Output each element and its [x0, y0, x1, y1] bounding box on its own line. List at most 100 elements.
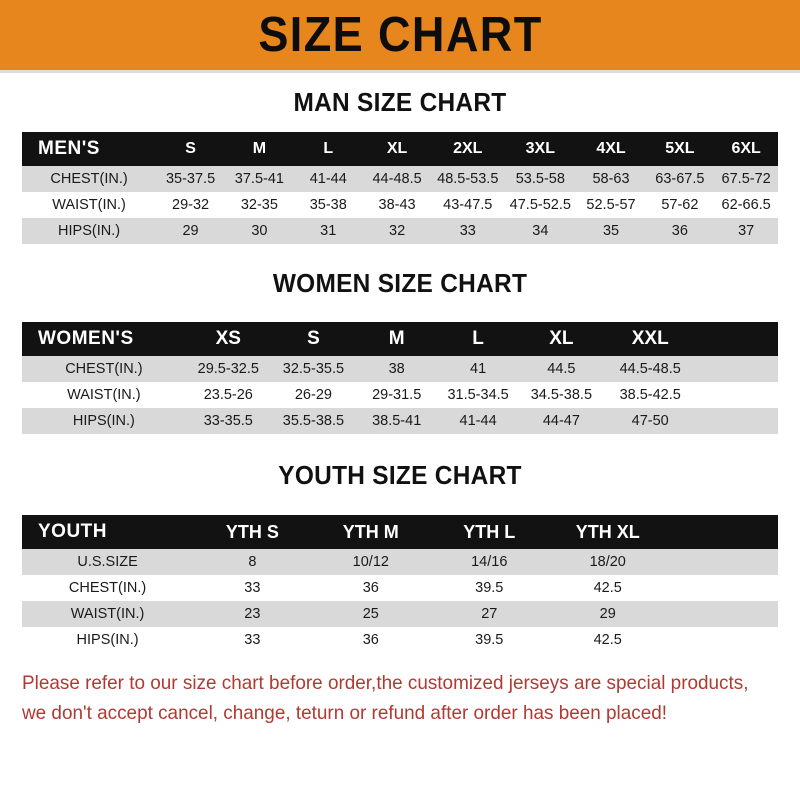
footer-disclaimer: Please refer to our size chart before or… [22, 669, 755, 728]
table-cell: 38 [388, 361, 405, 377]
table-cell: 18/20 [589, 554, 626, 570]
table-cell: 37 [738, 223, 755, 239]
table-cell: 33 [244, 580, 261, 596]
men-header-5xl: 5XL [665, 140, 695, 157]
table-cell: 38.5-41 [372, 413, 422, 429]
table-row: CHEST(IN.) 35-37.5 37.5-41 41-44 44-48.5… [22, 166, 778, 192]
table-cell: 37.5-41 [234, 171, 284, 187]
table-cell: 39.5 [475, 580, 504, 596]
table-cell: 58-63 [592, 171, 630, 187]
men-header-m: M [252, 140, 267, 157]
table-cell: 41-44 [459, 413, 497, 429]
men-header-3xl: 3XL [525, 140, 555, 157]
table-cell: 52.5-57 [586, 197, 636, 213]
youth-chart-wrap: YOUTH YTH S YTH M YTH L YTH XL U.S.SIZE … [22, 515, 778, 653]
youth-row-label-us-size: U.S.SIZE [77, 554, 138, 570]
men-header-xl: XL [386, 140, 408, 157]
table-cell: 39.5 [475, 632, 504, 648]
table-cell: 63-67.5 [655, 171, 705, 187]
table-header-row: YOUTH YTH S YTH M YTH L YTH XL [22, 515, 778, 549]
men-header-2xl: 2XL [453, 140, 483, 157]
women-header-l: L [472, 328, 484, 349]
men-header-s: S [185, 140, 196, 157]
women-header-m: M [388, 328, 405, 349]
men-header-label: MEN'S [38, 138, 100, 159]
women-row-label-waist: WAIST(IN.) [67, 387, 141, 403]
table-cell: 41-44 [309, 171, 347, 187]
table-cell: 53.5-58 [515, 171, 565, 187]
women-chart-wrap: WOMEN'S XS S M L XL XXL CHEST(IN.) 29.5-… [22, 322, 778, 434]
table-row: HIPS(IN.) 33-35.5 35.5-38.5 38.5-41 41-4… [22, 408, 778, 434]
table-cell: 36 [362, 580, 379, 596]
youth-table-head: YOUTH YTH S YTH M YTH L YTH XL [22, 515, 778, 549]
table-cell: 35 [602, 223, 620, 239]
table-cell: 33-35.5 [203, 413, 253, 429]
youth-row-label-hips: HIPS(IN.) [76, 632, 139, 648]
table-cell: 44-47 [542, 413, 580, 429]
table-header-row: MEN'S S M L XL 2XL 3XL 4XL 5XL 6XL [22, 132, 778, 166]
banner-divider [0, 70, 800, 73]
table-cell: 31 [320, 223, 337, 239]
youth-row-label-chest: CHEST(IN.) [68, 580, 147, 596]
table-cell: 36 [362, 632, 379, 648]
youth-header-label: YOUTH [38, 521, 107, 542]
women-row-label-chest: CHEST(IN.) [65, 361, 143, 377]
youth-header-yth-xl: YTH XL [575, 521, 640, 542]
table-cell: 29-31.5 [372, 387, 422, 403]
women-header-s: S [307, 328, 320, 349]
table-cell: 27 [481, 606, 498, 622]
women-header-xxl: XXL [631, 328, 669, 349]
table-cell: 43-47.5 [443, 197, 493, 213]
men-table-body: CHEST(IN.) 35-37.5 37.5-41 41-44 44-48.5… [22, 166, 778, 244]
table-cell: 42.5 [593, 632, 622, 648]
table-row: WAIST(IN.) 29-32 32-35 35-38 38-43 43-47… [22, 192, 778, 218]
men-header-l: L [323, 140, 334, 157]
table-cell: 44.5 [547, 361, 576, 377]
women-header-xl: XL [549, 328, 574, 349]
table-cell: 57-62 [661, 197, 699, 213]
men-header-4xl: 4XL [596, 140, 626, 157]
table-cell: 8 [248, 554, 257, 570]
table-cell: 35-37.5 [165, 171, 216, 187]
table-cell: 26-29 [294, 387, 332, 403]
table-row: CHEST(IN.) 29.5-32.5 32.5-35.5 38 41 44.… [22, 356, 778, 382]
women-row-label-hips: HIPS(IN.) [72, 413, 135, 429]
youth-header-yth-s: YTH S [225, 521, 279, 542]
men-section-title: MAN SIZE CHART [293, 87, 507, 117]
table-row: HIPS(IN.) 29 30 31 32 33 34 35 36 37 [22, 218, 778, 244]
footer-line-1: Please refer to our size chart before or… [22, 672, 749, 694]
women-header-label: WOMEN'S [38, 328, 134, 349]
table-row: WAIST(IN.) 23.5-26 26-29 29-31.5 31.5-34… [22, 382, 778, 408]
table-cell: 32-35 [240, 197, 278, 213]
table-cell: 32.5-35.5 [282, 361, 345, 377]
table-cell: 29 [599, 606, 616, 622]
table-cell: 32 [389, 223, 406, 239]
table-cell: 38-43 [378, 197, 416, 213]
table-cell: 35.5-38.5 [282, 413, 345, 429]
table-cell: 31.5-34.5 [447, 387, 509, 403]
table-cell: 47.5-52.5 [509, 197, 571, 213]
table-cell [696, 382, 778, 408]
youth-header-yth-l: YTH L [463, 521, 516, 542]
women-table-head: WOMEN'S XS S M L XL XXL [22, 322, 778, 356]
table-cell: 35-38 [309, 197, 347, 213]
men-table-head: MEN'S S M L XL 2XL 3XL 4XL 5XL 6XL [22, 132, 778, 166]
table-cell [696, 356, 778, 382]
table-row: CHEST(IN.) 33 36 39.5 42.5 [22, 575, 778, 601]
table-cell [667, 575, 778, 601]
table-cell: 44-48.5 [372, 171, 422, 187]
table-cell: 29.5-32.5 [197, 361, 259, 377]
youth-header-yth-m: YTH M [342, 521, 399, 542]
table-cell: 34.5-38.5 [530, 387, 593, 403]
table-row: U.S.SIZE 8 10/12 14/16 18/20 [22, 549, 778, 575]
table-cell: 62-66.5 [721, 197, 771, 213]
table-cell: 33 [459, 223, 476, 239]
table-cell [667, 627, 778, 653]
men-row-label-hips: HIPS(IN.) [58, 223, 121, 239]
footer-line-2: we don't accept cancel, change, teturn o… [22, 701, 668, 724]
women-size-table: WOMEN'S XS S M L XL XXL CHEST(IN.) 29.5-… [22, 322, 778, 434]
table-cell: 38.5-42.5 [619, 387, 681, 403]
youth-table-body: U.S.SIZE 8 10/12 14/16 18/20 CHEST(IN.) … [22, 549, 778, 653]
table-cell: 47-50 [631, 413, 669, 429]
